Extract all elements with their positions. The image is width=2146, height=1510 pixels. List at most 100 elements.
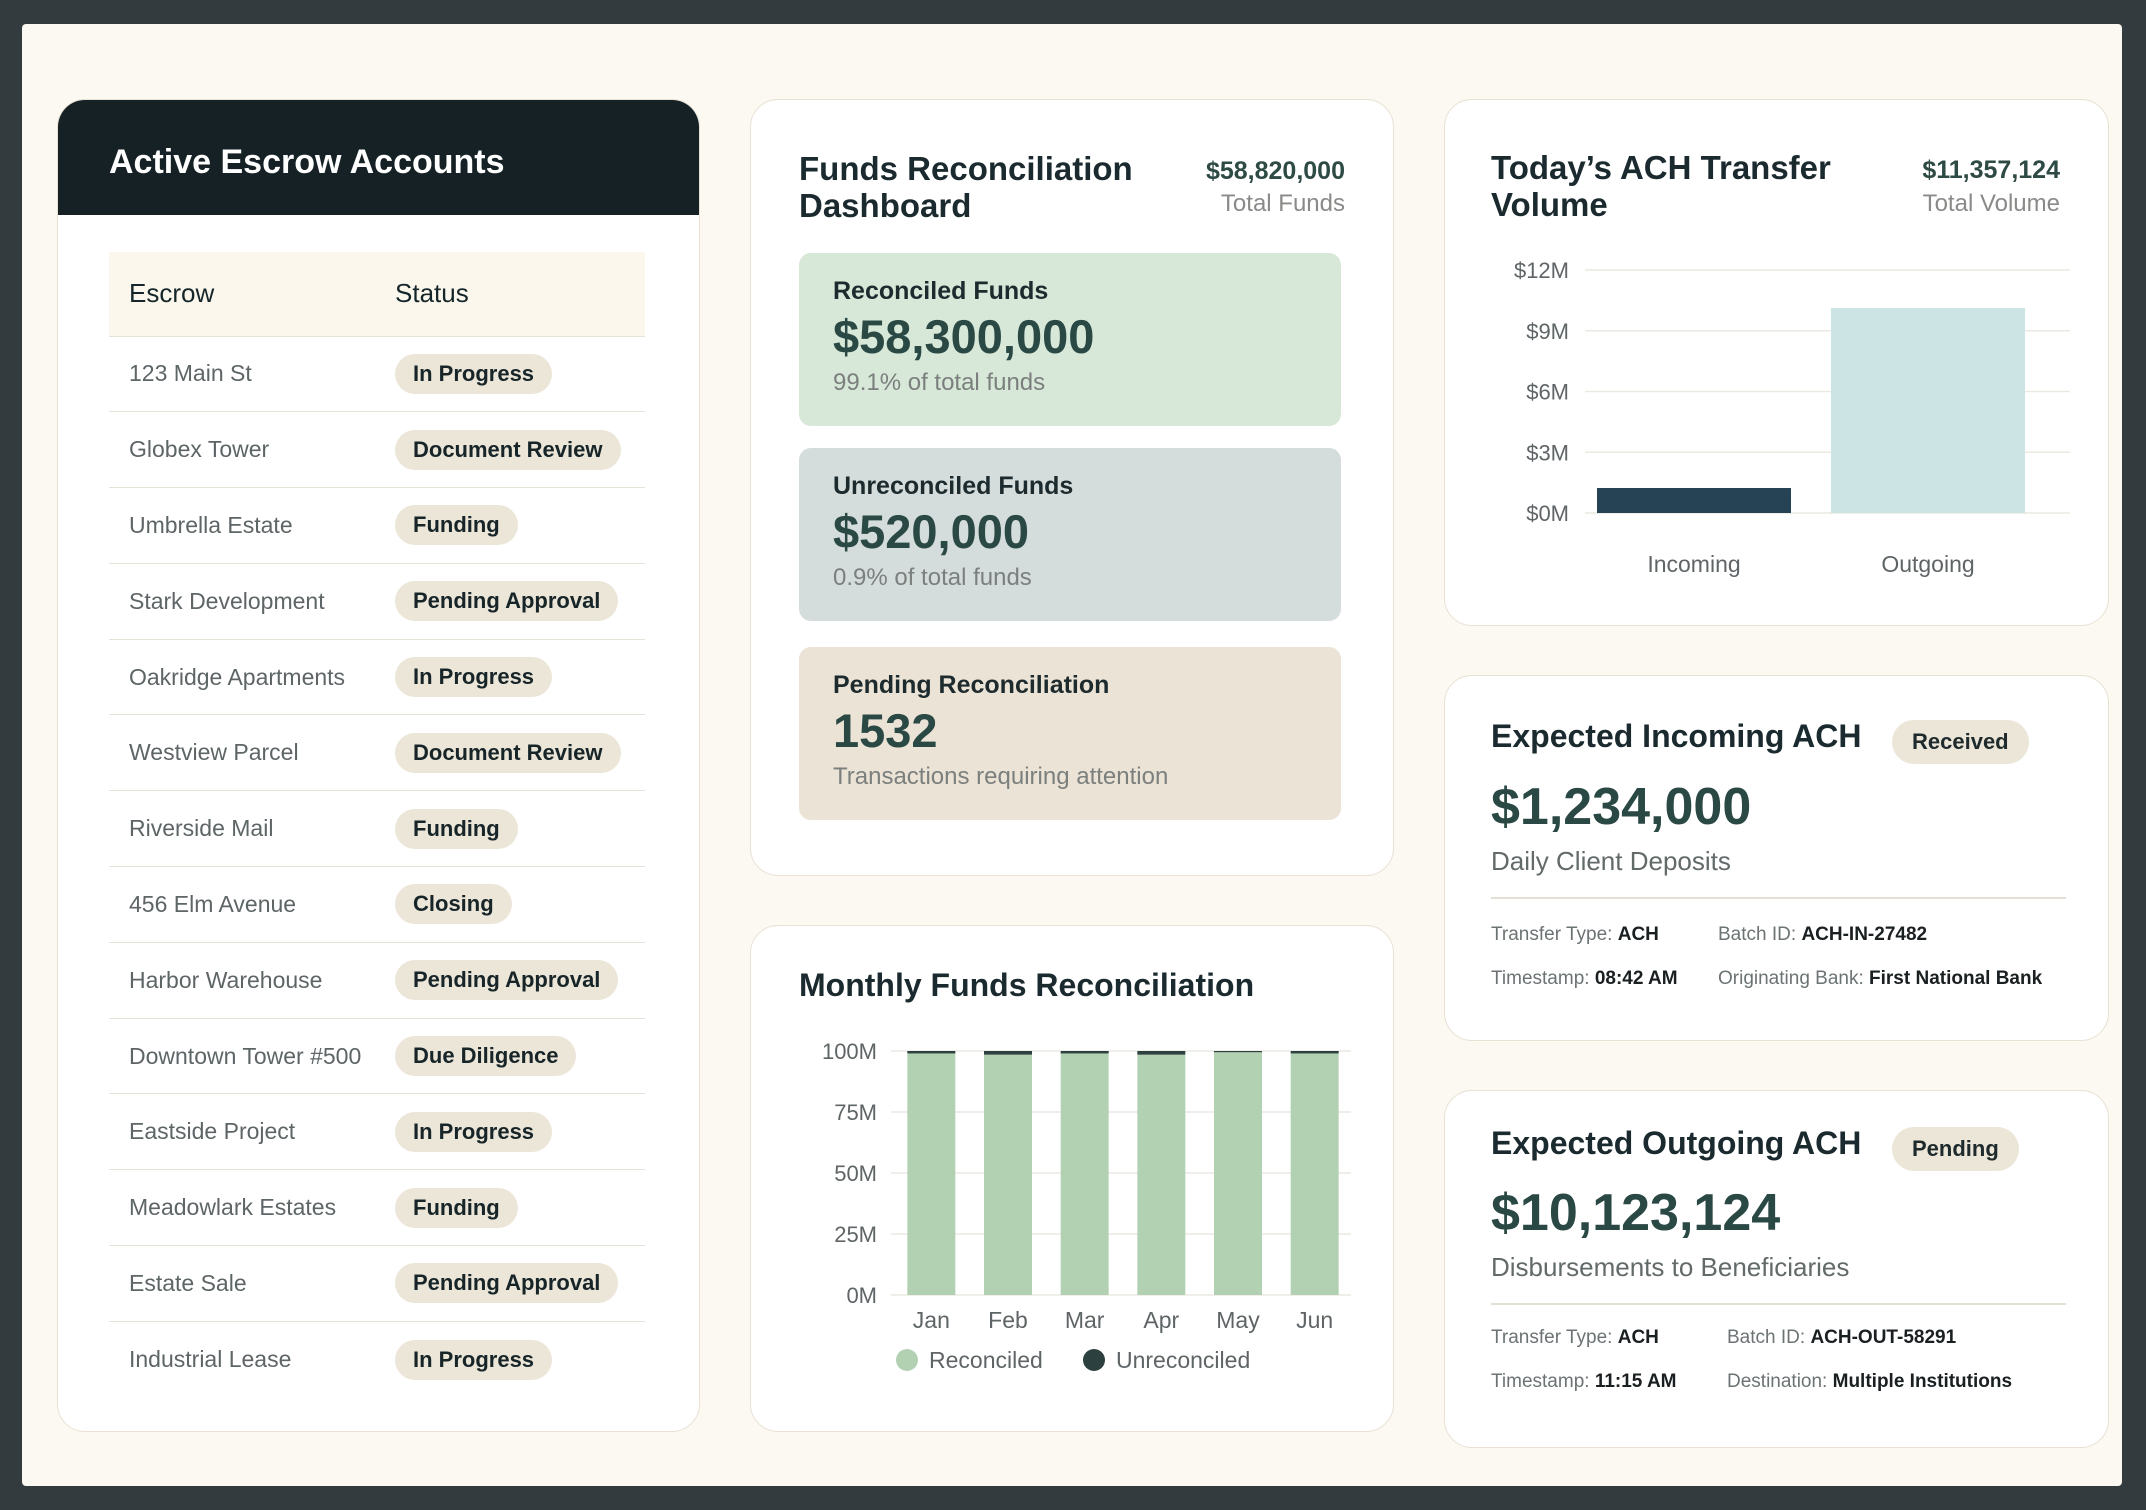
x-tick-label: Feb xyxy=(988,1307,1028,1333)
legend-label-reconciled[interactable]: Reconciled xyxy=(929,1347,1043,1373)
ach-volume-chart: $0M $3M $6M $9M $12M Incoming Outgoing xyxy=(1514,258,2070,577)
outgoing-timestamp: Timestamp: 11:15 AM xyxy=(1491,1371,1677,1393)
bar-unreconciled-mar[interactable] xyxy=(1060,1051,1109,1054)
outgoing-status-badge: Pending xyxy=(1892,1127,2019,1171)
escrow-status-cell: Document Review xyxy=(395,715,645,791)
bar-unreconciled-apr[interactable] xyxy=(1137,1051,1186,1055)
bar-unreconciled-feb[interactable] xyxy=(984,1051,1032,1055)
bar-unreconciled-jan[interactable] xyxy=(907,1051,956,1054)
outgoing-divider xyxy=(1491,1303,2066,1305)
status-badge: In Progress xyxy=(395,1339,553,1380)
table-row[interactable]: Umbrella Estate Funding xyxy=(109,487,645,564)
ach-total-volume-amount: $11,357,124 xyxy=(1922,156,2060,184)
legend-label-unreconciled[interactable]: Unreconciled xyxy=(1116,1347,1250,1373)
meta-label: Timestamp: xyxy=(1491,1371,1590,1392)
status-badge: Closing xyxy=(395,884,512,925)
escrow-accounts-card: Active Escrow Accounts Escrow Status 123… xyxy=(57,99,700,1432)
ach-volume-title-line2: Volume xyxy=(1491,186,1608,223)
escrow-name: Globex Tower xyxy=(129,436,270,463)
table-row[interactable]: 456 Elm Avenue Closing xyxy=(109,866,645,943)
escrow-name: Meadowlark Estates xyxy=(129,1194,337,1221)
y-tick-label: $12M xyxy=(1514,258,1569,283)
bar-unreconciled-jun[interactable] xyxy=(1290,1051,1339,1054)
outgoing-amount: $10,123,124 xyxy=(1491,1184,1781,1242)
escrow-status-cell: In Progress xyxy=(395,1321,645,1397)
meta-label: Batch ID: xyxy=(1718,924,1797,945)
table-row[interactable]: Estate Sale Pending Approval xyxy=(109,1245,645,1322)
bar-incoming[interactable] xyxy=(1597,488,1791,513)
escrow-status-cell: In Progress xyxy=(395,1094,645,1170)
outgoing-transfer-type: Transfer Type: ACH xyxy=(1491,1327,1659,1349)
unreconciled-funds-label: Unreconciled Funds xyxy=(833,472,1074,500)
outgoing-ach-title: Expected Outgoing ACH xyxy=(1491,1125,1862,1161)
monthly-chart-title: Monthly Funds Reconciliation xyxy=(799,967,1254,1003)
table-row[interactable]: Westview Parcel Document Review xyxy=(109,714,645,791)
table-row[interactable]: Oakridge Apartments In Progress xyxy=(109,639,645,715)
meta-label: Transfer Type: xyxy=(1491,1327,1613,1348)
y-tick-label: 75M xyxy=(834,1100,877,1125)
total-funds-label: Total Funds xyxy=(1220,190,1345,217)
escrow-name: Umbrella Estate xyxy=(129,511,293,538)
table-row[interactable]: Meadowlark Estates Funding xyxy=(109,1169,645,1246)
column-header-escrow[interactable]: Escrow xyxy=(129,278,215,309)
table-row[interactable]: Eastside Project In Progress xyxy=(109,1093,645,1170)
dashboard-frame: Active Escrow Accounts Escrow Status 123… xyxy=(22,24,2122,1486)
outgoing-subtitle: Disbursements to Beneficiaries xyxy=(1491,1252,1850,1282)
table-row[interactable]: Industrial Lease In Progress xyxy=(109,1321,645,1397)
outgoing-ach-card: Expected Outgoing ACH Pending $10,123,12… xyxy=(1444,1090,2109,1448)
meta-value: First National Bank xyxy=(1869,968,2043,989)
bar-reconciled-mar[interactable] xyxy=(1060,1053,1109,1295)
escrow-status-cell: Pending Approval xyxy=(395,1246,645,1322)
reconciled-funds-tile[interactable]: Reconciled Funds $58,300,000 99.1% of to… xyxy=(799,253,1341,426)
status-badge: Pending Approval xyxy=(395,960,619,1001)
bar-reconciled-jun[interactable] xyxy=(1290,1053,1339,1295)
escrow-status-cell: Funding xyxy=(395,1170,645,1246)
status-badge: In Progress xyxy=(395,1111,553,1152)
escrow-status-cell: Pending Approval xyxy=(395,563,645,639)
incoming-ach-title: Expected Incoming ACH xyxy=(1491,718,1862,754)
table-row[interactable]: Harbor Warehouse Pending Approval xyxy=(109,942,645,1018)
meta-value: ACH xyxy=(1617,1327,1659,1348)
incoming-ach-card: Expected Incoming ACH Received $1,234,00… xyxy=(1444,675,2109,1041)
status-badge: Funding xyxy=(395,808,518,849)
table-row[interactable]: Downtown Tower #500 Due Diligence xyxy=(109,1018,645,1094)
escrow-name: Eastside Project xyxy=(129,1118,296,1145)
ach-volume-title-line1: Today’s ACH Transfer xyxy=(1491,149,1831,186)
y-tick-label: 25M xyxy=(834,1222,877,1247)
monthly-reconciliation-card: Monthly Funds Reconciliation 0M 25M 50M 75M… xyxy=(750,925,1394,1432)
table-row[interactable]: Globex Tower Document Review xyxy=(109,411,645,488)
bar-unreconciled-may[interactable] xyxy=(1214,1051,1262,1053)
bar-outgoing[interactable] xyxy=(1831,308,2025,513)
ach-total-volume-label: Total Volume xyxy=(1922,190,2060,217)
meta-value: Multiple Institutions xyxy=(1832,1371,2013,1392)
escrow-name: Riverside Mail xyxy=(129,815,274,842)
legend-swatch-unreconciled xyxy=(1083,1349,1105,1371)
table-row[interactable]: Riverside Mail Funding xyxy=(109,790,645,867)
escrow-status-cell: Closing xyxy=(395,867,645,943)
escrow-name: Stark Development xyxy=(129,587,325,614)
status-badge: Document Review xyxy=(395,732,621,773)
meta-value: ACH xyxy=(1617,924,1659,945)
pending-reconciliation-tile[interactable]: Pending Reconciliation 1532 Transactions… xyxy=(799,647,1341,820)
column-header-status[interactable]: Status xyxy=(395,278,469,309)
status-badge: Pending Approval xyxy=(395,1263,619,1304)
unreconciled-funds-tile[interactable]: Unreconciled Funds $520,000 0.9% of tota… xyxy=(799,448,1341,621)
table-row[interactable]: Stark Development Pending Approval xyxy=(109,563,645,639)
y-tick-label: 0M xyxy=(846,1283,877,1308)
meta-value: ACH-IN-27482 xyxy=(1801,924,1928,945)
escrow-name: 456 Elm Avenue xyxy=(129,890,297,917)
x-tick-label: Jan xyxy=(913,1307,950,1333)
pending-reconciliation-sub: Transactions requiring attention xyxy=(833,763,1169,790)
bar-reconciled-jan[interactable] xyxy=(907,1053,956,1295)
bar-reconciled-may[interactable] xyxy=(1214,1052,1262,1295)
status-badge: In Progress xyxy=(395,657,553,698)
bar-reconciled-apr[interactable] xyxy=(1137,1054,1186,1295)
incoming-batch-id: Batch ID: ACH-IN-27482 xyxy=(1718,924,1927,946)
pending-reconciliation-value: 1532 xyxy=(833,704,938,757)
bar-reconciled-feb[interactable] xyxy=(984,1054,1032,1295)
x-tick-label: Jun xyxy=(1296,1307,1333,1333)
reconciliation-title-line2: Dashboard xyxy=(799,187,972,224)
funds-reconciliation-card: Funds Reconciliation Dashboard $58,820,0… xyxy=(750,99,1394,876)
table-row[interactable]: 123 Main St In Progress xyxy=(109,336,645,412)
y-tick-label: $0M xyxy=(1526,501,1569,526)
